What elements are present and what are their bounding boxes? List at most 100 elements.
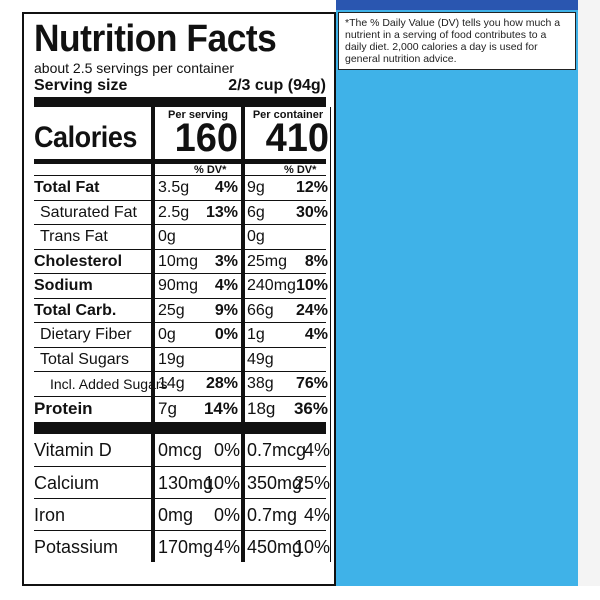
footnote-text: *The % Daily Value (DV) tells you how mu… (345, 17, 561, 65)
container-dv: 10% (293, 536, 330, 557)
nutrient-row: Sodium 90mg 4% 240mg 10% (34, 273, 328, 298)
container-amount: 38g (247, 375, 274, 392)
container-dv: 36% (293, 398, 328, 418)
serving-amount: 7g (158, 398, 177, 418)
nutrient-name: Protein (34, 398, 93, 418)
container-amount: 0.7mcg (247, 439, 307, 460)
nutrient-row: Saturated Fat 2.5g 13% 6g 30% (34, 199, 328, 225)
serving-dv: 10% (203, 472, 240, 493)
container-amount: 0g (247, 228, 265, 245)
nutrient-row: Incl. Added Sugars 14g 28% 38g 76% (34, 371, 328, 396)
nutrient-name: Saturated Fat (40, 203, 137, 221)
vitamin-row: Vitamin D 0mcg 0% 0.7mcg 4% (34, 434, 330, 466)
top-thick-divider (34, 97, 326, 107)
vitamin-name: Iron (34, 504, 66, 525)
edge-strip (578, 0, 600, 586)
column-divider-edge (330, 107, 331, 562)
vitamin-row: Potassium 170mg 4% 450mg 10% (34, 529, 330, 562)
serving-amount: 0mcg (158, 439, 203, 460)
nutrient-name: Trans Fat (40, 228, 108, 245)
serving-dv: 14% (203, 398, 238, 418)
nutrient-rows: Total Fat 3.5g 4% 9g 12% Saturated Fat 2.5g 13%… (34, 175, 328, 422)
serving-dv: 3% (214, 252, 238, 270)
column-divider-left (151, 107, 155, 562)
container-dv: 4% (304, 326, 328, 343)
per-container-header: Per container (252, 109, 324, 121)
vitamin-name: Vitamin D (34, 439, 112, 460)
column-divider-right (241, 107, 245, 562)
nutrient-name: Dietary Fiber (40, 326, 132, 343)
container-amount: 25mg (247, 252, 288, 270)
nutrient-row: Total Carb. 25g 9% 66g 24% (34, 297, 328, 323)
nutrient-row: Protein 7g 14% 18g 36% (34, 395, 328, 422)
calories-label: Calories (34, 121, 137, 154)
container-amount: 350mg (247, 472, 303, 493)
vitamin-row: Iron 0mg 0% 0.7mg 4% (34, 497, 330, 530)
container-amount: 450mg (247, 536, 303, 557)
serving-dv: 4% (214, 277, 238, 294)
serving-amount: 10mg (158, 252, 199, 270)
nutrition-facts-label: Nutrition Facts about 2.5 servings per c… (22, 12, 336, 586)
container-amount: 1g (247, 326, 265, 343)
dv-header-container: % DV* (284, 164, 317, 176)
serving-dv: 4% (214, 179, 238, 196)
vitamins-thick-divider (34, 421, 326, 434)
package-top-stripe (336, 0, 578, 10)
serving-dv: 0% (214, 326, 238, 343)
container-amount: 9g (247, 179, 265, 196)
nutrient-name: Sodium (34, 277, 93, 294)
container-dv: 30% (295, 203, 328, 221)
calories-per-container: 410 (265, 116, 329, 160)
container-dv: 76% (295, 375, 328, 392)
serving-size-label: Serving size (34, 77, 128, 94)
serving-dv: 4% (213, 536, 240, 557)
serving-amount: 130mg (158, 472, 214, 493)
serving-amount: 0g (158, 326, 176, 343)
container-dv: 8% (304, 252, 328, 270)
serving-amount: 3.5g (158, 179, 190, 196)
container-amount: 6g (247, 203, 265, 221)
calories-per-serving: 160 (174, 116, 238, 160)
serving-amount: 25g (158, 301, 185, 319)
nutrient-name: Total Fat (34, 179, 100, 196)
container-dv: 4% (303, 439, 330, 460)
nutrient-grid: Calories Per serving Per container 160 4… (34, 107, 331, 562)
serving-size-row: Serving size 2/3 cup (94g) (34, 77, 326, 95)
serving-dv: 0% (213, 504, 240, 525)
vitamin-name: Potassium (34, 536, 119, 557)
nutrient-name: Total Sugars (40, 350, 129, 368)
container-amount: 66g (247, 301, 274, 319)
container-dv: 10% (295, 277, 328, 294)
vitamin-rows: Vitamin D 0mcg 0% 0.7mcg 4% Calcium 130mg 10% 35… (34, 434, 330, 562)
container-dv: 12% (295, 179, 328, 196)
nutrient-name: Cholesterol (34, 252, 123, 270)
nutrient-row: Total Fat 3.5g 4% 9g 12% (34, 175, 328, 200)
nutrient-row: Cholesterol 10mg 3% 25mg 8% (34, 248, 328, 274)
package-background (336, 0, 578, 586)
nutrient-row: Trans Fat 0g 0g (34, 224, 326, 249)
container-amount: 18g (247, 398, 276, 418)
servings-per-container: about 2.5 servings per container (34, 60, 235, 76)
daily-value-footnote: *The % Daily Value (DV) tells you how mu… (338, 12, 576, 70)
serving-dv: 13% (205, 203, 238, 221)
nutrient-name: Total Carb. (34, 301, 117, 319)
container-amount: 240mg (247, 277, 296, 294)
per-serving-header: Per serving (168, 109, 228, 121)
vitamin-row: Calcium 130mg 10% 350mg 25% (34, 465, 330, 498)
dv-header-row: % DV* % DV* (34, 159, 326, 176)
serving-amount: 90mg (158, 277, 199, 294)
serving-amount: 0mg (158, 504, 194, 525)
serving-amount: 170mg (158, 536, 214, 557)
serving-size-value: 2/3 cup (94g) (228, 77, 326, 94)
serving-dv: 9% (214, 301, 238, 319)
container-amount: 0.7mg (247, 504, 298, 525)
calories-row: Calories Per serving Per container 160 4… (34, 107, 329, 160)
container-dv: 4% (303, 504, 330, 525)
serving-dv: 28% (205, 375, 238, 392)
serving-amount: 19g (158, 350, 185, 368)
serving-amount: 2.5g (158, 203, 190, 221)
nutrient-row: Total Sugars 19g 49g (34, 346, 326, 372)
dv-header-serving: % DV* (194, 164, 227, 176)
container-dv: 25% (293, 472, 330, 493)
vitamin-name: Calcium (34, 472, 100, 493)
